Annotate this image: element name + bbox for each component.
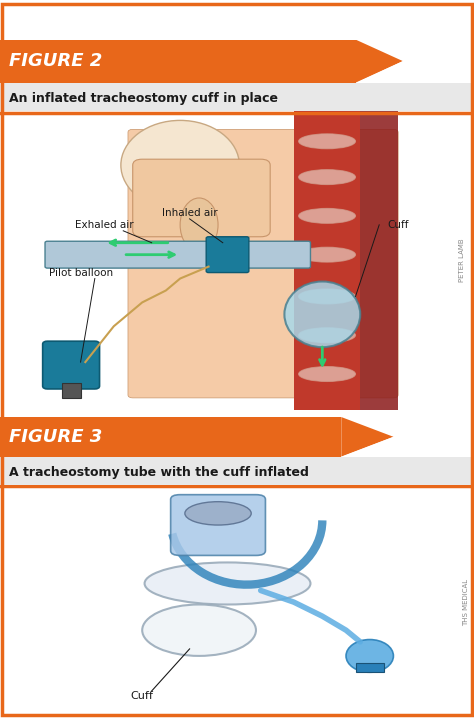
Bar xyxy=(294,111,398,410)
Text: PETER LAMB: PETER LAMB xyxy=(458,239,465,283)
Text: Inhaled air: Inhaled air xyxy=(162,208,218,218)
Bar xyxy=(0,417,341,457)
Ellipse shape xyxy=(180,198,218,252)
FancyBboxPatch shape xyxy=(171,495,265,555)
Text: A tracheostomy tube with the cuff inflated: A tracheostomy tube with the cuff inflat… xyxy=(9,466,310,479)
Ellipse shape xyxy=(299,134,356,149)
Text: FIGURE 2: FIGURE 2 xyxy=(9,52,103,70)
Bar xyxy=(0,40,356,83)
Ellipse shape xyxy=(121,120,239,210)
Polygon shape xyxy=(356,40,403,83)
FancyBboxPatch shape xyxy=(133,159,270,237)
Text: Cuff: Cuff xyxy=(387,220,409,230)
Text: Pilot balloon: Pilot balloon xyxy=(48,267,113,278)
Ellipse shape xyxy=(142,605,256,656)
Text: An inflated tracheostomy cuff in place: An inflated tracheostomy cuff in place xyxy=(9,92,279,105)
Polygon shape xyxy=(356,61,403,83)
Ellipse shape xyxy=(299,328,356,343)
Ellipse shape xyxy=(145,562,310,605)
Ellipse shape xyxy=(299,289,356,304)
Polygon shape xyxy=(341,437,393,457)
Ellipse shape xyxy=(299,209,356,224)
Bar xyxy=(356,663,384,672)
FancyBboxPatch shape xyxy=(43,342,100,389)
Ellipse shape xyxy=(299,367,356,382)
Ellipse shape xyxy=(346,640,393,672)
Text: Cuff: Cuff xyxy=(131,691,154,700)
Ellipse shape xyxy=(299,170,356,185)
Ellipse shape xyxy=(185,502,251,525)
Text: FIGURE 3: FIGURE 3 xyxy=(9,428,103,446)
FancyBboxPatch shape xyxy=(45,242,310,268)
Ellipse shape xyxy=(299,247,356,262)
Bar xyxy=(62,383,81,398)
Ellipse shape xyxy=(284,282,360,347)
FancyBboxPatch shape xyxy=(206,237,249,273)
FancyBboxPatch shape xyxy=(128,129,398,398)
Polygon shape xyxy=(341,417,393,457)
Text: THS MEDICAL: THS MEDICAL xyxy=(463,579,469,626)
Bar xyxy=(294,111,360,410)
Text: Exhaled air: Exhaled air xyxy=(75,220,134,230)
